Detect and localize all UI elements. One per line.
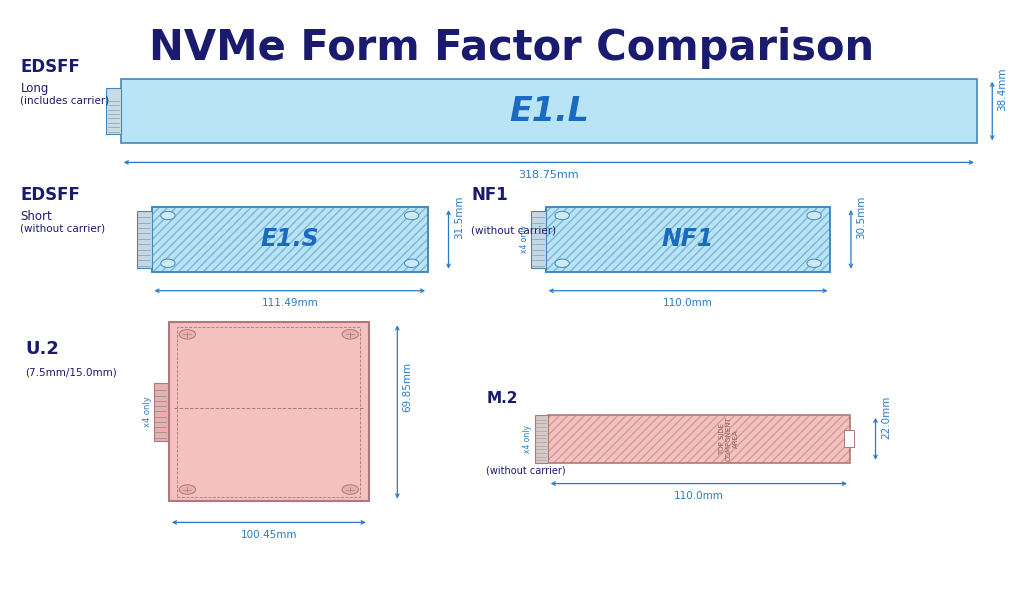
Text: TOP SIDE
COMPONENT
AREA: TOP SIDE COMPONENT AREA bbox=[719, 417, 739, 461]
Bar bbox=[546, 207, 830, 272]
Bar bbox=[531, 211, 546, 268]
Text: NF1: NF1 bbox=[662, 227, 715, 251]
Text: 100.45mm: 100.45mm bbox=[241, 530, 297, 540]
Bar bbox=[152, 207, 428, 272]
Text: x4 only: x4 only bbox=[520, 226, 528, 253]
Text: U.2: U.2 bbox=[26, 340, 59, 358]
Circle shape bbox=[807, 211, 821, 220]
Text: E1.S: E1.S bbox=[260, 227, 319, 251]
Text: 30.5mm: 30.5mm bbox=[856, 196, 866, 239]
Bar bbox=[137, 211, 152, 268]
Text: (includes carrier): (includes carrier) bbox=[20, 96, 110, 106]
Text: NF1: NF1 bbox=[471, 186, 508, 204]
Text: 110.0mm: 110.0mm bbox=[674, 491, 724, 501]
Bar bbox=[535, 415, 548, 463]
Circle shape bbox=[404, 259, 419, 267]
Text: EDSFF: EDSFF bbox=[20, 58, 80, 76]
Text: x4 only: x4 only bbox=[523, 425, 531, 453]
Circle shape bbox=[342, 330, 358, 339]
Text: Short: Short bbox=[20, 210, 52, 223]
Text: (7.5mm/15.0mm): (7.5mm/15.0mm) bbox=[26, 367, 118, 377]
Text: EDSFF: EDSFF bbox=[20, 186, 80, 204]
Text: (without carrier): (without carrier) bbox=[20, 224, 105, 234]
Bar bbox=[548, 415, 850, 463]
Text: x4 only: x4 only bbox=[143, 396, 152, 427]
Circle shape bbox=[342, 485, 358, 494]
Text: 111.49mm: 111.49mm bbox=[261, 298, 318, 308]
Circle shape bbox=[555, 259, 569, 267]
Bar bbox=[169, 322, 369, 501]
Text: 22.0mm: 22.0mm bbox=[881, 395, 891, 439]
Bar bbox=[548, 415, 850, 463]
Bar bbox=[169, 322, 369, 501]
Text: (without carrier): (without carrier) bbox=[486, 466, 566, 476]
Text: Long: Long bbox=[20, 82, 49, 95]
Text: E1.L: E1.L bbox=[509, 94, 589, 128]
Circle shape bbox=[179, 330, 196, 339]
Text: (without carrier): (without carrier) bbox=[471, 225, 556, 235]
Circle shape bbox=[179, 485, 196, 494]
Bar bbox=[152, 207, 428, 272]
Circle shape bbox=[161, 211, 175, 220]
Bar bbox=[844, 430, 854, 447]
Circle shape bbox=[807, 259, 821, 267]
Circle shape bbox=[161, 259, 175, 267]
Text: 38.4mm: 38.4mm bbox=[997, 67, 1008, 111]
Bar bbox=[152, 207, 428, 272]
Text: 69.85mm: 69.85mm bbox=[402, 362, 413, 412]
Bar bbox=[169, 322, 369, 501]
Text: NVMe Form Factor Comparison: NVMe Form Factor Comparison bbox=[150, 27, 874, 69]
Text: 318.75mm: 318.75mm bbox=[518, 170, 580, 180]
Bar bbox=[121, 79, 977, 143]
Bar bbox=[546, 207, 830, 272]
Text: 31.5mm: 31.5mm bbox=[454, 196, 464, 239]
Circle shape bbox=[404, 211, 419, 220]
Bar bbox=[106, 88, 121, 134]
Text: 110.0mm: 110.0mm bbox=[664, 298, 713, 308]
Circle shape bbox=[555, 211, 569, 220]
Text: M.2: M.2 bbox=[486, 391, 518, 406]
Bar bbox=[154, 383, 169, 441]
Bar bbox=[546, 207, 830, 272]
Bar bbox=[177, 327, 360, 497]
